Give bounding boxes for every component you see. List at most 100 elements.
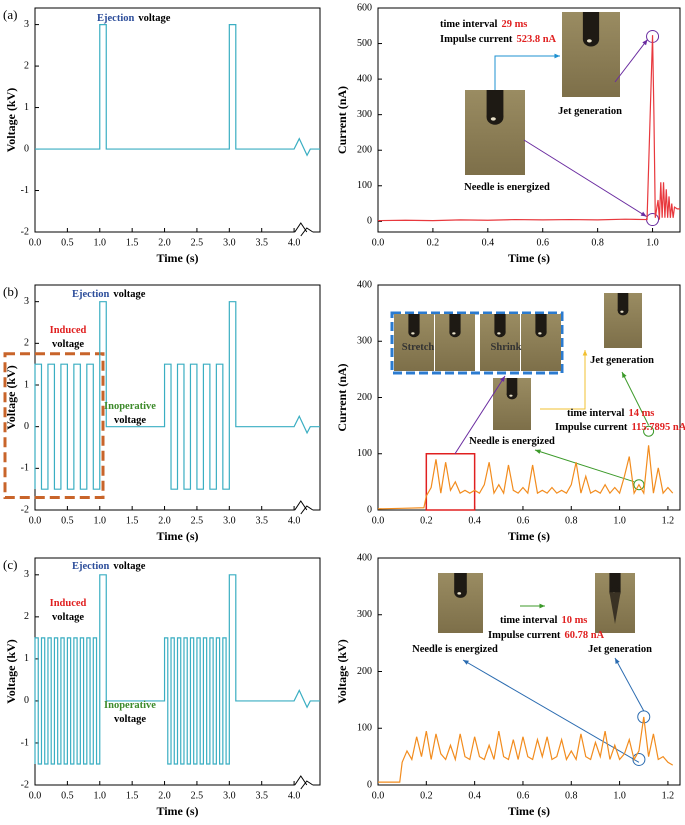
x-tick-label: 0.5 — [61, 790, 74, 801]
y-tick-label: 100 — [357, 448, 372, 459]
annotation: Impulse current 60.78 nA — [488, 630, 605, 641]
arrow-head — [554, 53, 560, 59]
arrow-head — [500, 376, 505, 382]
y-tick-label: 200 — [357, 392, 372, 403]
x-tick-label: 1.5 — [126, 237, 139, 248]
needle — [494, 314, 506, 333]
highlight — [509, 394, 513, 397]
arrow — [621, 371, 650, 426]
annotation: Needle is energized — [464, 182, 550, 193]
x-tick-label: 3.5 — [255, 237, 268, 248]
arrow — [494, 55, 556, 90]
needle — [535, 314, 547, 333]
x-tick-label: 1.5 — [126, 790, 139, 801]
x-tick-label: 0.4 — [482, 237, 495, 248]
highlight-box — [425, 453, 476, 511]
needle — [617, 293, 629, 311]
x-tick-label: 0.0 — [29, 515, 42, 526]
arrow — [454, 375, 506, 455]
needle — [506, 378, 518, 395]
x-tick-label: 0.5 — [61, 515, 74, 526]
annotation-part: Jet generation — [558, 106, 622, 117]
x-axis-label: Time (s) — [508, 251, 550, 265]
axis-frame — [34, 7, 321, 233]
y-tick-label: 2 — [24, 60, 29, 71]
y-tick-label: 300 — [357, 109, 372, 120]
x-tick-label: 2.5 — [191, 790, 204, 801]
highlight — [620, 310, 624, 313]
annotation-part: Ejection — [97, 13, 134, 24]
annotation-part: Needle is energized — [412, 644, 498, 655]
annotation-part: 523.8 nA — [516, 34, 556, 45]
x-tick-label: 0.4 — [468, 790, 481, 801]
x-tick-label: 4.0 — [288, 515, 301, 526]
y-tick-label: 1 — [24, 379, 29, 390]
x-tick-label: 3.0 — [223, 515, 236, 526]
annotation-part: Ejection — [72, 289, 109, 300]
y-tick-label: 500 — [357, 38, 372, 49]
y-tick-label: 600 — [357, 2, 372, 13]
y-tick-label: 3 — [24, 569, 29, 580]
x-tick-label: 0.5 — [61, 237, 74, 248]
circle — [643, 425, 655, 437]
axis-break — [294, 222, 314, 237]
x-tick-label: 2.5 — [191, 515, 204, 526]
y-tick-label: 0 — [24, 695, 29, 706]
annotation-part: Impulse current — [555, 422, 628, 433]
annotation: Jet generation — [558, 106, 622, 117]
highlight — [497, 332, 501, 335]
arrow-head — [615, 658, 620, 664]
highlight — [490, 117, 496, 121]
annotation-part: Inoperative — [104, 700, 156, 711]
droplet — [454, 586, 467, 598]
x-tick-label: 1.2 — [662, 515, 675, 526]
droplet — [535, 327, 547, 338]
annotation-part: voltage — [114, 415, 146, 426]
y-tick-label: -2 — [21, 226, 29, 237]
x-tick-label: 0.2 — [427, 237, 440, 248]
data-line — [377, 445, 674, 510]
needle — [609, 573, 621, 593]
y-tick-label: 0 — [367, 216, 372, 227]
x-tick-label: 0.8 — [591, 237, 604, 248]
annotation: voltage — [114, 714, 146, 725]
x-tick-label: 4.0 — [288, 237, 301, 248]
y-tick-label: 400 — [357, 279, 372, 290]
x-tick-label: 1.0 — [94, 515, 107, 526]
circle — [633, 479, 645, 491]
y-tick-label: 100 — [357, 723, 372, 734]
arrow-head — [463, 660, 469, 665]
annotation: time interval 29 ms — [440, 19, 527, 30]
data-line — [378, 716, 674, 783]
highlight — [452, 332, 456, 335]
annotation-part: Stretch — [402, 342, 435, 353]
x-tick-label: 0.0 — [372, 237, 385, 248]
x-tick-label: 0.6 — [536, 237, 549, 248]
panel-label: (c) — [3, 557, 17, 572]
droplet — [486, 109, 504, 125]
x-axis-label: Time (s) — [508, 804, 550, 818]
annotation: Ejection voltage — [72, 289, 146, 300]
x-tick-label: 4.0 — [288, 790, 301, 801]
x-tick-label: 1.0 — [613, 515, 626, 526]
annotation-part: 14 ms — [628, 408, 654, 419]
highlight — [411, 332, 415, 335]
annotation-part: Jet generation — [588, 644, 652, 655]
y-tick-label: 300 — [357, 609, 372, 620]
annotation: Inoperative — [104, 401, 156, 412]
arrow — [540, 352, 586, 410]
x-tick-label: 2.0 — [158, 515, 171, 526]
y-axis-label: Current (nA) — [335, 86, 349, 154]
annotation-part: time interval — [500, 615, 558, 626]
x-tick-label: 3.0 — [223, 237, 236, 248]
highlight — [538, 332, 542, 335]
x-tick-label: 0.0 — [29, 790, 42, 801]
droplet — [494, 327, 506, 338]
panel-label: (a) — [3, 7, 17, 22]
y-tick-label: 0 — [24, 421, 29, 432]
droplet — [449, 327, 461, 338]
arrow — [534, 449, 635, 483]
y-tick-label: 200 — [357, 666, 372, 677]
annotation-part: voltage — [138, 13, 170, 24]
annotation: Needle is energized — [469, 436, 555, 447]
